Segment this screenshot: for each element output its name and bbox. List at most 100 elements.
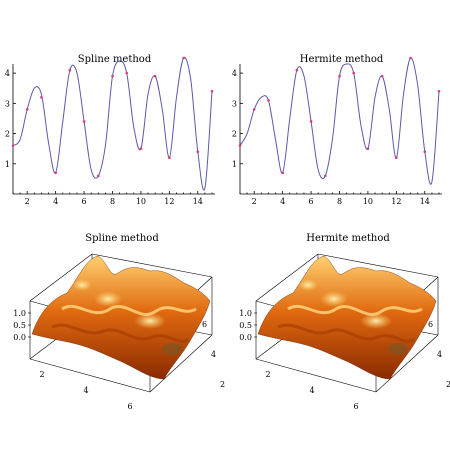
y-tick-label: 2	[5, 130, 10, 139]
x-tick-label: 4	[309, 386, 314, 395]
x-tick-label: 12	[164, 197, 174, 206]
data-point	[168, 156, 171, 160]
data-point	[281, 171, 284, 175]
z-tick-label: 0.0	[239, 333, 252, 342]
y-tick-label: 3	[232, 99, 237, 108]
z-tick-label: 1.0	[13, 309, 26, 318]
surface-highlight	[320, 291, 348, 307]
y-tick-label: 4	[211, 350, 216, 359]
data-point	[196, 150, 200, 153]
surface-shadow	[388, 343, 408, 355]
surface-ridge	[61, 304, 197, 316]
x-tick-label: 4	[83, 386, 88, 395]
chart-title: Spline method	[78, 54, 152, 65]
y-tick-label: 4	[5, 69, 10, 78]
data-point	[437, 89, 441, 93]
x-tick-label: 6	[82, 197, 87, 206]
data-point	[423, 150, 427, 153]
x-tick-label: 12	[391, 197, 401, 206]
data-point	[309, 120, 313, 123]
x-tick-label: 2	[252, 197, 257, 206]
data-point	[139, 147, 143, 150]
data-point	[267, 99, 270, 102]
y-tick-label: 2	[220, 380, 225, 389]
box-edge	[255, 253, 319, 302]
chart-title: Hermite method	[300, 54, 384, 65]
data-point	[82, 120, 86, 123]
data-point	[68, 68, 72, 72]
data-point	[238, 144, 242, 147]
z-tick-label: 1.0	[239, 309, 252, 318]
surface-highlight	[94, 291, 122, 307]
box-edge	[29, 253, 93, 302]
interpolated-curve	[239, 57, 440, 185]
data-point	[295, 68, 299, 72]
data-point	[54, 171, 57, 175]
surface-shadow	[162, 343, 182, 355]
z-tick-label: 0.5	[13, 321, 26, 330]
surface-panel-1: Spline method 1.0 0.5 0.0 2 4 6 2 4 6	[13, 233, 225, 411]
y-tick-label: 6	[202, 320, 207, 329]
data-point	[111, 74, 114, 78]
data-point	[25, 108, 29, 111]
x-tick-label: 8	[110, 197, 115, 206]
box-edge	[149, 334, 213, 393]
x-tick-label: 14	[193, 197, 203, 206]
data-point	[323, 174, 327, 178]
y-tick-label: 4	[437, 350, 442, 359]
data-point	[182, 56, 185, 60]
x-tick-label: 10	[136, 197, 146, 206]
data-point	[153, 74, 157, 78]
surface-highlight	[360, 313, 392, 329]
data-point	[352, 71, 356, 75]
y-tick-label: 2	[232, 130, 237, 139]
x-tick-label: 2	[265, 370, 270, 379]
surface-body	[257, 255, 437, 380]
box-edge	[375, 334, 439, 393]
box-edge	[29, 358, 151, 393]
z-tick-label: 0.5	[239, 321, 252, 330]
surface-highlight	[134, 313, 166, 329]
data-point	[11, 144, 15, 147]
data-point	[338, 74, 341, 78]
y-tick-label: 2	[446, 380, 450, 389]
surface-panel-2: Hermite method 1.0 0.5 0.0 2 4 6 2 4 6	[239, 233, 450, 411]
data-point	[366, 147, 370, 150]
box-edge	[317, 253, 439, 278]
x-tick-label: 6	[309, 197, 314, 206]
y-tick-label: 3	[5, 99, 10, 108]
box-edge	[255, 358, 377, 393]
x-tick-label: 2	[39, 370, 44, 379]
surface-body	[31, 255, 211, 380]
x-tick-label: 4	[280, 197, 285, 206]
data-point	[252, 108, 256, 111]
z-tick-label: 0.0	[13, 333, 26, 342]
data-point	[395, 156, 398, 160]
data-point	[409, 56, 412, 60]
data-point	[40, 95, 43, 99]
y-tick-label: 1	[5, 160, 10, 169]
surface-highlight	[298, 279, 318, 291]
x-tick-label: 8	[337, 197, 342, 206]
x-tick-label: 6	[127, 402, 132, 411]
x-tick-label: 4	[53, 197, 58, 206]
surface-ridge	[287, 304, 423, 316]
data-point	[96, 174, 100, 178]
x-tick-label: 14	[420, 197, 430, 206]
x-tick-label: 10	[363, 197, 373, 206]
data-point	[125, 71, 129, 75]
box-edge	[91, 253, 213, 278]
surface-valley	[277, 323, 415, 343]
data-point	[210, 89, 214, 93]
x-tick-label: 6	[353, 402, 358, 411]
chart-title: Hermite method	[306, 233, 390, 244]
y-tick-label: 6	[428, 320, 433, 329]
y-tick-label: 1	[232, 160, 237, 169]
chart-title: Spline method	[85, 233, 159, 244]
surface-highlight	[72, 279, 92, 291]
data-point	[380, 74, 384, 78]
y-tick-label: 4	[232, 69, 237, 78]
